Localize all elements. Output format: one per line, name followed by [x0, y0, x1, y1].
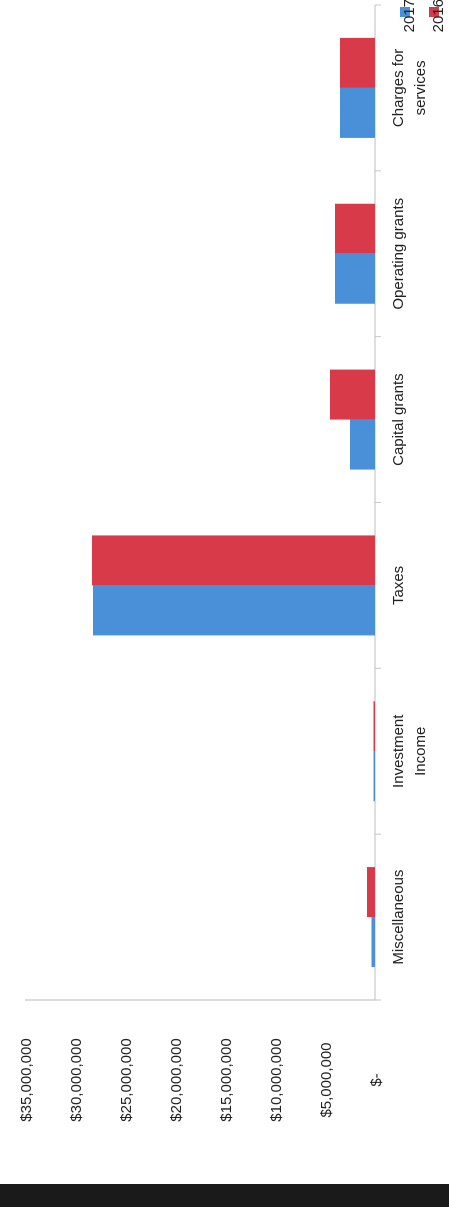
value-tick-label: $30,000,000	[68, 1038, 85, 1121]
legend: 2017 2016	[400, 0, 447, 32]
bars	[92, 37, 375, 968]
bar-2016-5	[367, 867, 375, 918]
category-label: Income	[412, 727, 429, 776]
legend-label-2017: 2017	[401, 0, 418, 32]
category-labels: Charges for services Operating grants Capit…	[390, 49, 429, 965]
bar-2016-3	[92, 535, 375, 586]
value-tick-label: $20,000,000	[168, 1038, 185, 1121]
category-label: services	[412, 60, 429, 115]
category-label: Taxes	[390, 566, 407, 605]
value-tick-label: $35,000,000	[18, 1038, 35, 1121]
category-label: Charges for	[390, 49, 407, 127]
scan-bottom-edge	[0, 1184, 449, 1207]
category-label: Capital grants	[390, 373, 407, 466]
value-tick-label: $5,000,000	[318, 1042, 335, 1117]
bar-2017-3	[93, 585, 375, 636]
value-tick-label: $25,000,000	[118, 1038, 135, 1121]
bar-2016-2	[330, 369, 375, 420]
category-label: Miscellaneous	[390, 870, 407, 965]
bar-2016-4	[373, 701, 375, 752]
bar-2017-0	[340, 87, 375, 138]
bar-2017-5	[371, 917, 375, 968]
bar-2017-1	[335, 253, 375, 304]
bar-2016-0	[340, 37, 375, 88]
legend-label-2016: 2016	[430, 0, 447, 32]
bar-2017-4	[373, 751, 375, 802]
category-label: Investment	[390, 714, 407, 788]
bar-2017-2	[350, 419, 375, 470]
legend-swatch-2017	[400, 7, 410, 17]
tick-labels: $- $5,000,000 $10,000,000 $15,000,000 $20,00…	[18, 1038, 385, 1121]
category-label: Operating grants	[390, 198, 407, 310]
bar-2016-1	[335, 203, 375, 254]
axes	[25, 4, 381, 1001]
value-tick-label: $10,000,000	[268, 1038, 285, 1121]
legend-swatch-2016	[429, 7, 439, 17]
value-tick-label: $-	[368, 1073, 385, 1086]
value-tick-label: $15,000,000	[218, 1038, 235, 1121]
